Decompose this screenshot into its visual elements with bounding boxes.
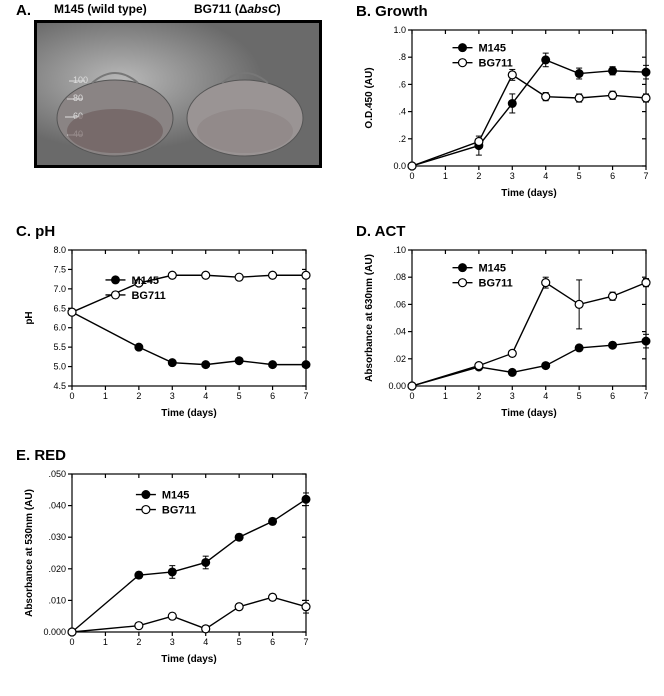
svg-text:0: 0: [409, 391, 414, 401]
svg-text:M145: M145: [479, 43, 507, 55]
svg-text:80: 80: [73, 93, 83, 103]
panel-a-label-right: BG711 (ΔabsC): [194, 2, 281, 16]
svg-text:Absorbance at 630nm (AU): Absorbance at 630nm (AU): [364, 254, 375, 382]
svg-text:1: 1: [443, 171, 448, 181]
svg-text:Time (days): Time (days): [501, 408, 556, 419]
svg-text:.4: .4: [398, 107, 406, 117]
svg-text:5: 5: [237, 637, 242, 647]
svg-text:.02: .02: [393, 354, 406, 364]
svg-text:4: 4: [203, 391, 208, 401]
svg-text:6: 6: [270, 637, 275, 647]
svg-text:M145: M145: [479, 263, 507, 275]
svg-text:.08: .08: [393, 272, 406, 282]
svg-text:1.0: 1.0: [393, 25, 406, 35]
svg-text:0.00: 0.00: [388, 381, 406, 391]
svg-text:7: 7: [303, 391, 308, 401]
svg-text:Time (days): Time (days): [501, 188, 556, 199]
svg-text:Time (days): Time (days): [161, 408, 216, 419]
flask-photo: 100 80 60 40: [34, 20, 322, 168]
panel-a: A. M145 (wild type) BG711 (ΔabsC) 100 80…: [16, 2, 336, 177]
svg-text:0.000: 0.000: [43, 627, 66, 637]
svg-text:BG711: BG711: [131, 290, 165, 302]
svg-text:4: 4: [203, 637, 208, 647]
svg-text:4.5: 4.5: [53, 381, 66, 391]
svg-text:100: 100: [73, 75, 88, 85]
svg-text:.040: .040: [48, 501, 66, 511]
svg-text:BG711: BG711: [479, 278, 513, 290]
svg-text:3: 3: [510, 391, 515, 401]
svg-text:7: 7: [643, 391, 648, 401]
svg-text:.8: .8: [398, 52, 406, 62]
svg-text:4: 4: [543, 171, 548, 181]
svg-text:.10: .10: [393, 245, 406, 255]
panel-a-letter: A.: [16, 2, 31, 19]
svg-text:M145: M145: [131, 275, 159, 287]
svg-text:2: 2: [476, 171, 481, 181]
svg-text:BG711: BG711: [162, 505, 196, 517]
svg-text:BG711: BG711: [479, 58, 513, 70]
panel-b: B. Growth 0 1 2 3 4 5 6 7 0.0 .2 .4 .6 .8 1.0 Time (day…: [356, 2, 656, 202]
panel-title: C. pH: [16, 223, 55, 240]
svg-text:pH: pH: [24, 311, 35, 324]
svg-text:1: 1: [103, 637, 108, 647]
panel-title: D. ACT: [356, 223, 405, 240]
panel-c: C. pH 0 1 2 3 4 5 6 7 4.5 5.0 5.5 6.0 6.5 7.0 7.5 8.0 Tim…: [16, 222, 316, 422]
svg-text:Time (days): Time (days): [161, 654, 216, 665]
svg-text:7: 7: [303, 637, 308, 647]
svg-text:.050: .050: [48, 469, 66, 479]
panel-a-label-left: M145 (wild type): [54, 2, 147, 16]
svg-text:5: 5: [237, 391, 242, 401]
svg-text:M145: M145: [162, 490, 190, 502]
svg-text:3: 3: [170, 637, 175, 647]
svg-text:1: 1: [103, 391, 108, 401]
svg-text:.010: .010: [48, 595, 66, 605]
svg-text:7: 7: [643, 171, 648, 181]
svg-text:0.0: 0.0: [393, 161, 406, 171]
svg-text:.030: .030: [48, 532, 66, 542]
svg-text:5.0: 5.0: [53, 362, 66, 372]
svg-text:3: 3: [170, 391, 175, 401]
panel-title: E. RED: [16, 447, 66, 464]
svg-text:2: 2: [136, 637, 141, 647]
svg-text:5: 5: [577, 391, 582, 401]
svg-text:6.0: 6.0: [53, 323, 66, 333]
svg-text:0: 0: [69, 637, 74, 647]
svg-text:.06: .06: [393, 299, 406, 309]
svg-text:.020: .020: [48, 564, 66, 574]
svg-text:0: 0: [69, 391, 74, 401]
svg-text:6: 6: [610, 391, 615, 401]
svg-text:7.5: 7.5: [53, 264, 66, 274]
panel-d: D. ACT 0 1 2 3 4 5 6 7 0.00 .02 .04 .06 .08 .10 Time (d…: [356, 222, 656, 422]
svg-text:5: 5: [577, 171, 582, 181]
svg-text:Absorbance at 530nm (AU): Absorbance at 530nm (AU): [24, 489, 35, 617]
svg-text:1: 1: [443, 391, 448, 401]
panel-e: E. RED 0 1 2 3 4 5 6 7 0.000 .010 .020 .030 .040 .050 T…: [16, 446, 316, 668]
svg-text:0: 0: [409, 171, 414, 181]
svg-text:4: 4: [543, 391, 548, 401]
svg-text:O.D.450 (AU): O.D.450 (AU): [364, 67, 375, 128]
svg-text:6: 6: [270, 391, 275, 401]
svg-text:8.0: 8.0: [53, 245, 66, 255]
svg-text:2: 2: [136, 391, 141, 401]
svg-text:3: 3: [510, 171, 515, 181]
svg-text:7.0: 7.0: [53, 284, 66, 294]
svg-text:.6: .6: [398, 79, 406, 89]
svg-text:.2: .2: [398, 134, 406, 144]
panel-title: B. Growth: [356, 3, 428, 20]
svg-text:5.5: 5.5: [53, 342, 66, 352]
svg-text:6: 6: [610, 171, 615, 181]
svg-text:2: 2: [476, 391, 481, 401]
svg-text:6.5: 6.5: [53, 303, 66, 313]
svg-text:.04: .04: [393, 327, 406, 337]
